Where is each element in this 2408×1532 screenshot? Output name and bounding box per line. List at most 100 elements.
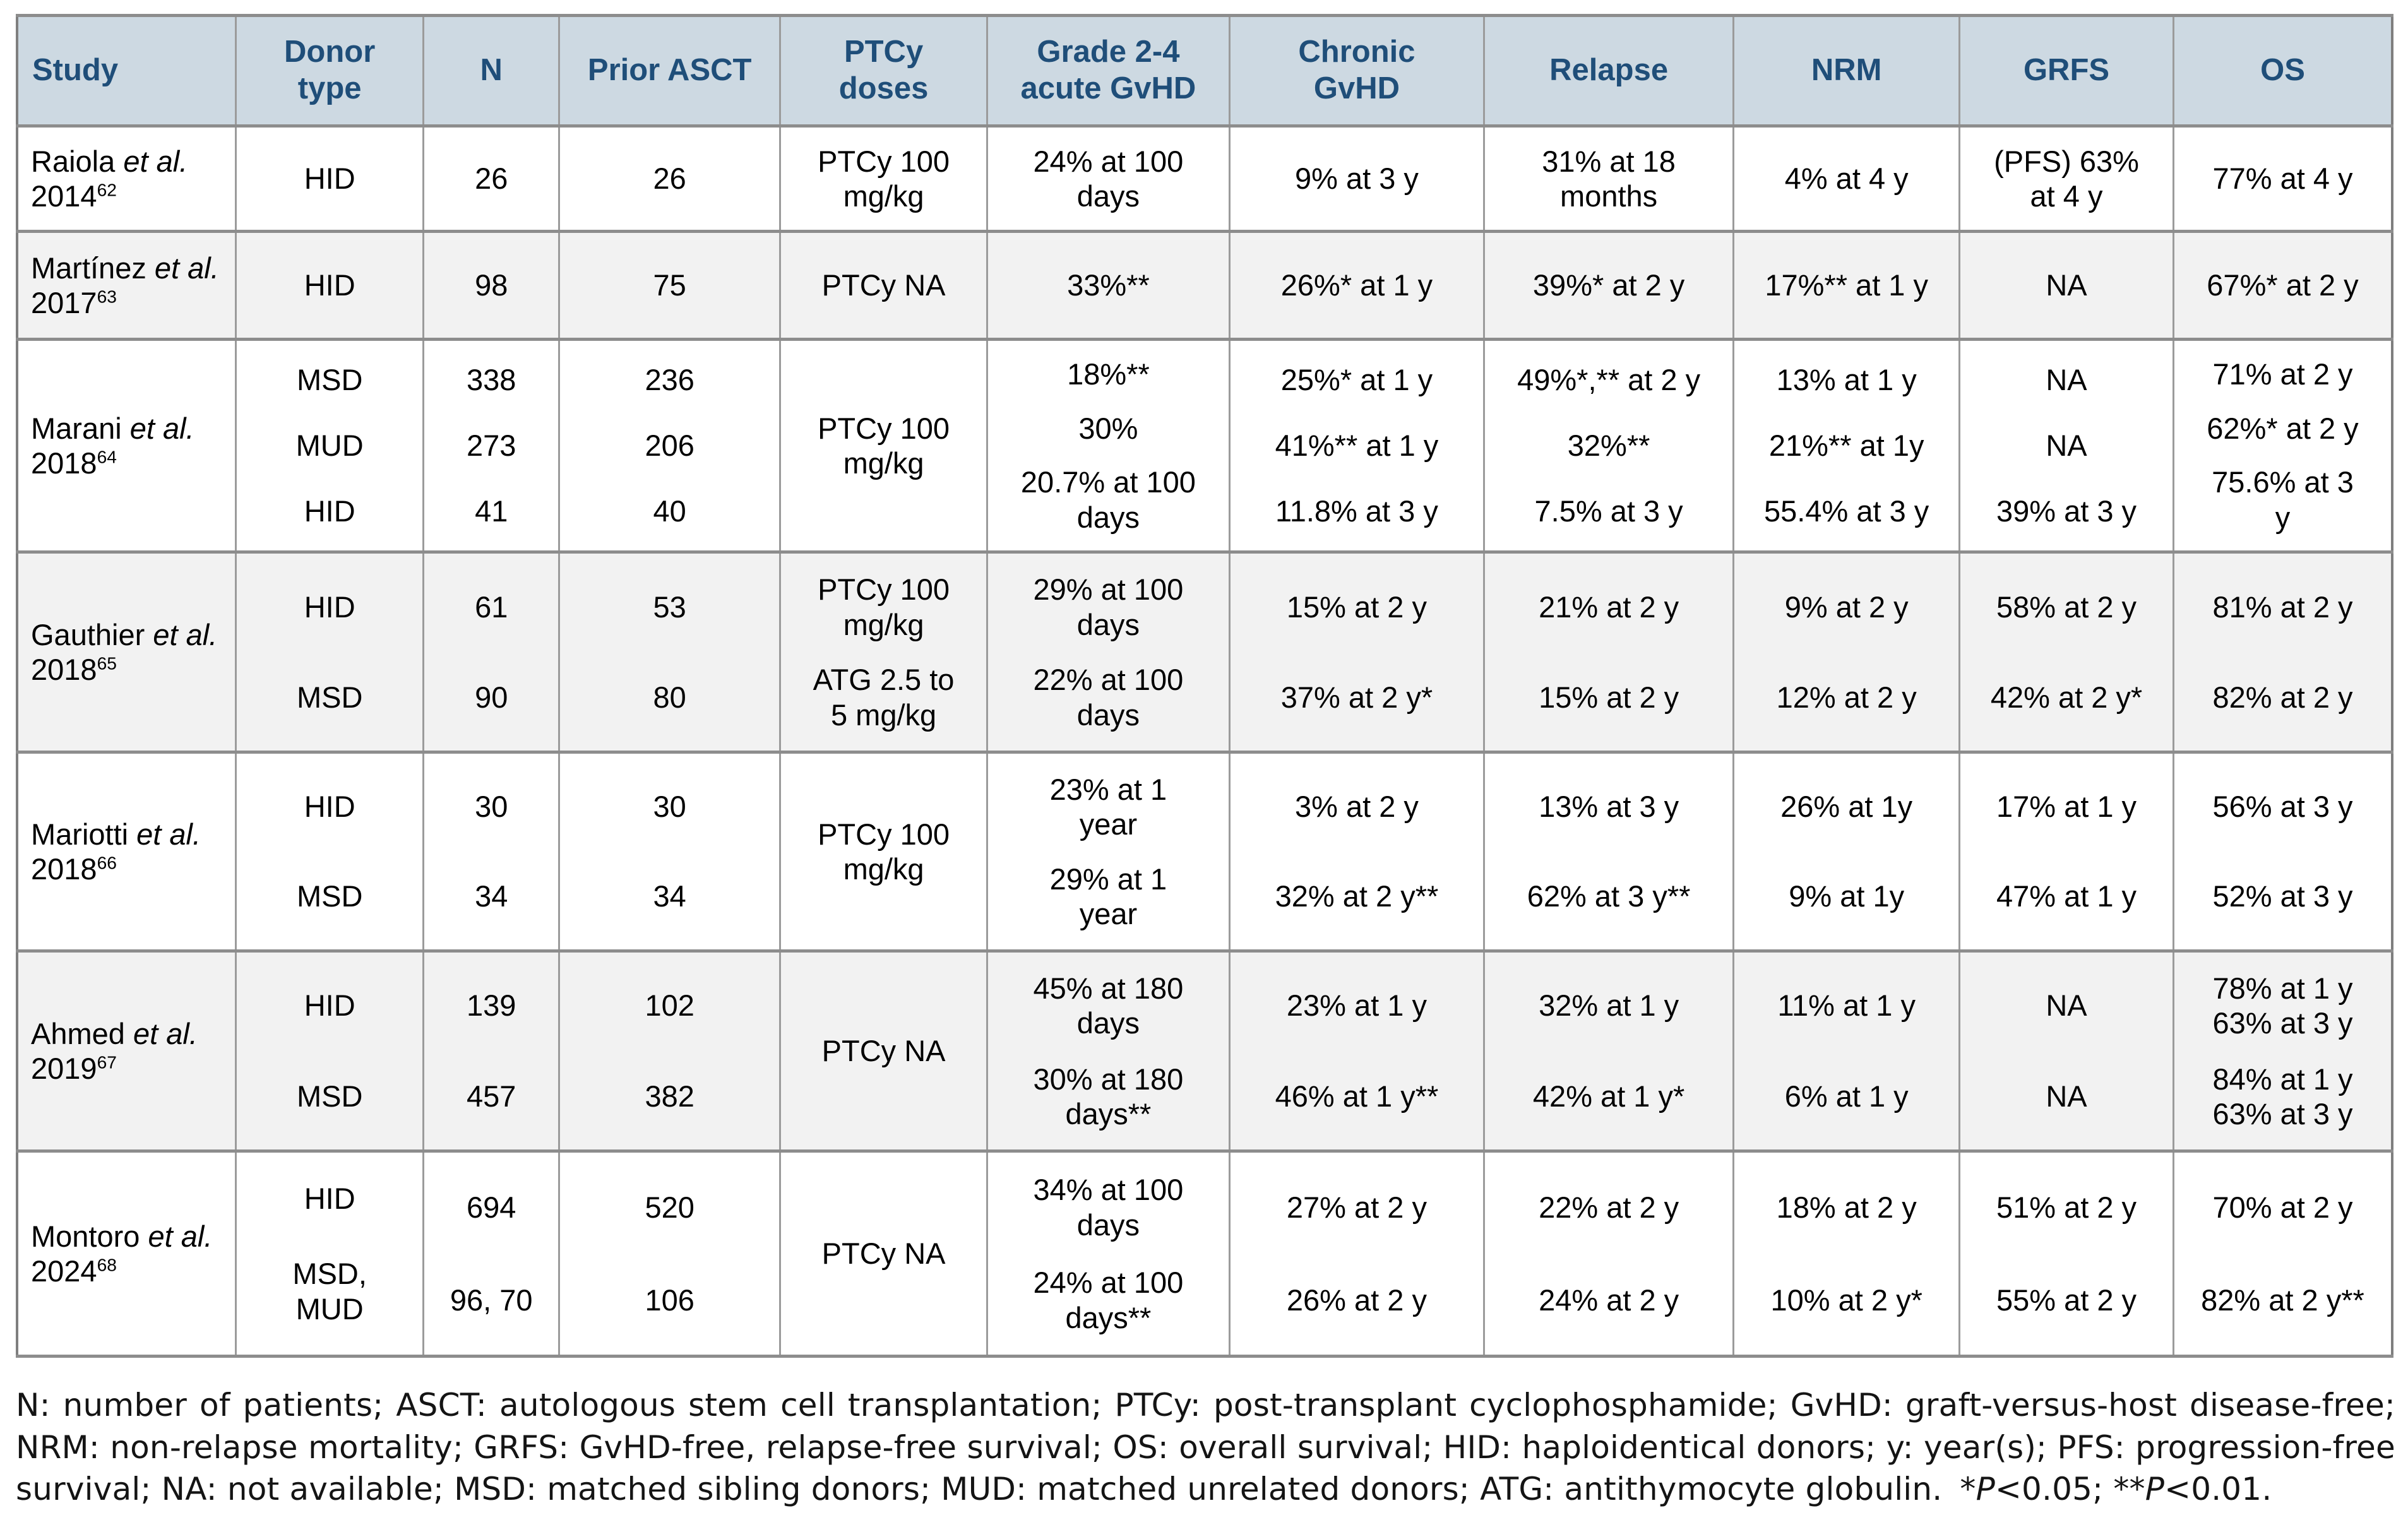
donor-type-cell: HID MSD, MUD [234, 1149, 425, 1358]
study-cell: Montoro et al. 202468 [16, 1149, 237, 1358]
cell-value: 41 [475, 494, 508, 528]
cell-value: PTCy 100 mg/kg [818, 573, 950, 641]
table-row-ahmed-2019: Ahmed et al. 201967 HID MSD 139 457 102 … [16, 949, 2393, 1153]
acute-gvhd-cell: 33%** [986, 230, 1231, 341]
cell-value: 49%*,** at 2 y [1517, 363, 1701, 397]
os-cell: 67%* at 2 y [2172, 230, 2393, 341]
cell-value: 34 [653, 879, 686, 913]
cell-value: 81% at 2 y [2212, 590, 2353, 624]
cell-value: 18%** [1067, 357, 1150, 391]
cell-stack: 15% at 2 y 37% at 2 y* [1237, 562, 1477, 742]
cell-value: 206 [645, 429, 694, 463]
col-header-ptcy-doses: PTCy doses [779, 14, 988, 128]
cell-value: MSD, MUD [292, 1257, 367, 1326]
cell-stack: 53 80 [566, 562, 773, 742]
cell-value: 15% at 2 y [1286, 590, 1427, 624]
cell-stack: 236 206 40 [566, 347, 773, 544]
cell-value: PTCy 100 mg/kg [818, 411, 950, 480]
cell-value: 58% at 2 y [1996, 590, 2137, 624]
cell-value: 37% at 2 y* [1280, 680, 1433, 714]
ptcy-doses-cell: PTCy 100 mg/kg [779, 124, 988, 233]
cell-value: MSD [296, 363, 363, 397]
cell-stack: 58% at 2 y 42% at 2 y* [1967, 562, 2166, 742]
cell-stack: MSD MUD HID [243, 347, 416, 544]
cell-value: NA [2046, 429, 2087, 463]
study-cell: Ahmed et al. 201967 [16, 949, 237, 1153]
study-outcomes-table: Study Donor type N Prior ASCT PTCy doses… [16, 14, 2393, 1358]
cell-value: 13% at 1 y [1776, 363, 1917, 397]
col-header-chronic-gvhd: Chronic GvHD [1228, 14, 1485, 128]
cell-stack: 51% at 2 y 55% at 2 y [1967, 1161, 2166, 1346]
cell-value: NA [2046, 363, 2087, 397]
n-cell: 30 34 [422, 751, 561, 953]
reference-number: 62 [97, 179, 117, 200]
cell-stack: 11% at 1 y 6% at 1 y [1741, 960, 1952, 1142]
cell-value: MSD [296, 1079, 363, 1113]
cell-value: 45% at 180 days [1033, 971, 1184, 1040]
cell-stack: 56% at 3 y 52% at 3 y [2181, 762, 2385, 941]
cell-value: 34% at 100 days [1033, 1173, 1184, 1242]
cell-stack: 13% at 1 y 21%** at 1y 55.4% at 3 y [1741, 347, 1952, 544]
nrm-cell: 26% at 1y 9% at 1y [1732, 751, 1961, 953]
reference-number: 65 [97, 653, 117, 674]
cell-stack: 3% at 2 y 32% at 2 y** [1237, 762, 1477, 941]
cell-stack: 23% at 1 y 46% at 1 y** [1237, 960, 1477, 1142]
prior-asct-cell: 30 34 [558, 751, 782, 953]
cell-value: 75.6% at 3 y [2212, 465, 2354, 534]
cell-value: 26% at 1y [1780, 790, 1913, 824]
chronic-gvhd-cell: 26%* at 1 y [1228, 230, 1485, 341]
cell-value: HID [304, 268, 355, 302]
cell-stack: 520 106 [566, 1161, 773, 1346]
cell-value: 33%** [1067, 268, 1150, 302]
table-footnote: N: number of patients; ASCT: autologous … [16, 1384, 2395, 1511]
cell-value: 338 [467, 363, 516, 397]
cell-value: NA [2046, 268, 2087, 302]
cell-value: 520 [645, 1190, 694, 1224]
n-cell: 139 457 [422, 949, 561, 1153]
cell-value: 77% at 4 y [2212, 162, 2353, 196]
cell-value: HID [304, 162, 355, 196]
cell-value: 90 [475, 680, 508, 714]
os-cell: 78% at 1 y 63% at 3 y 84% at 1 y 63% at … [2172, 949, 2393, 1153]
study-cell: Gauthier et al. 201865 [16, 550, 237, 754]
donor-type-cell: HID [234, 124, 425, 233]
nrm-cell: 9% at 2 y 12% at 2 y [1732, 550, 1961, 754]
cell-stack: 13% at 3 y 62% at 3 y** [1491, 762, 1726, 941]
cell-stack: HID MSD [243, 562, 416, 742]
grfs-cell: 17% at 1 y 47% at 1 y [1958, 751, 2174, 953]
header-row: Study Donor type N Prior ASCT PTCy doses… [16, 14, 2393, 128]
nrm-cell: 17%** at 1 y [1732, 230, 1961, 341]
reference-number: 64 [97, 446, 117, 467]
cell-value: 7.5% at 3 y [1534, 494, 1683, 528]
cell-value: 84% at 1 y 63% at 3 y [2212, 1062, 2353, 1131]
os-cell: 56% at 3 y 52% at 3 y [2172, 751, 2393, 953]
cell-stack: 694 96, 70 [431, 1161, 552, 1346]
cell-value: 26 [475, 162, 508, 196]
cell-stack: NA NA 39% at 3 y [1967, 347, 2166, 544]
cell-value: 39%* at 2 y [1532, 268, 1685, 302]
cell-stack: 45% at 180 days 30% at 180 days** [994, 960, 1222, 1142]
cell-value: 31% at 18 months [1542, 144, 1676, 213]
cell-value: 236 [645, 363, 694, 397]
cell-value: ATG 2.5 to 5 mg/kg [813, 663, 955, 732]
cell-stack: 70% at 2 y 82% at 2 y** [2181, 1161, 2385, 1346]
cell-value: 273 [467, 429, 516, 463]
study-cell: Marani et al. 201864 [16, 338, 237, 554]
cell-value: 30 [653, 790, 686, 824]
cell-value: 20.7% at 100 days [1020, 465, 1196, 534]
col-header-grade-2-4-acute-gvhd: Grade 2-4 acute GvHD [986, 14, 1231, 128]
cell-value: 13% at 3 y [1539, 790, 1679, 824]
cell-stack: 22% at 2 y 24% at 2 y [1491, 1161, 1726, 1346]
footnote-p-values: *P<0.05; **P<0.01. [1960, 1471, 2272, 1507]
reference-number: 67 [97, 1052, 117, 1072]
ptcy-doses-cell: PTCy NA [779, 949, 988, 1153]
donor-type-cell: HID [234, 230, 425, 341]
os-cell: 77% at 4 y [2172, 124, 2393, 233]
cell-value: 24% at 100 days [1033, 144, 1184, 213]
cell-value: 26% at 2 y [1286, 1283, 1427, 1317]
col-header-relapse: Relapse [1482, 14, 1735, 128]
cell-value: 18% at 2 y [1776, 1190, 1917, 1224]
cell-value: 29% at 100 days [1033, 573, 1184, 641]
cell-value: 11% at 1 y [1777, 989, 1916, 1023]
cell-value: 11.8% at 3 y [1275, 494, 1438, 528]
